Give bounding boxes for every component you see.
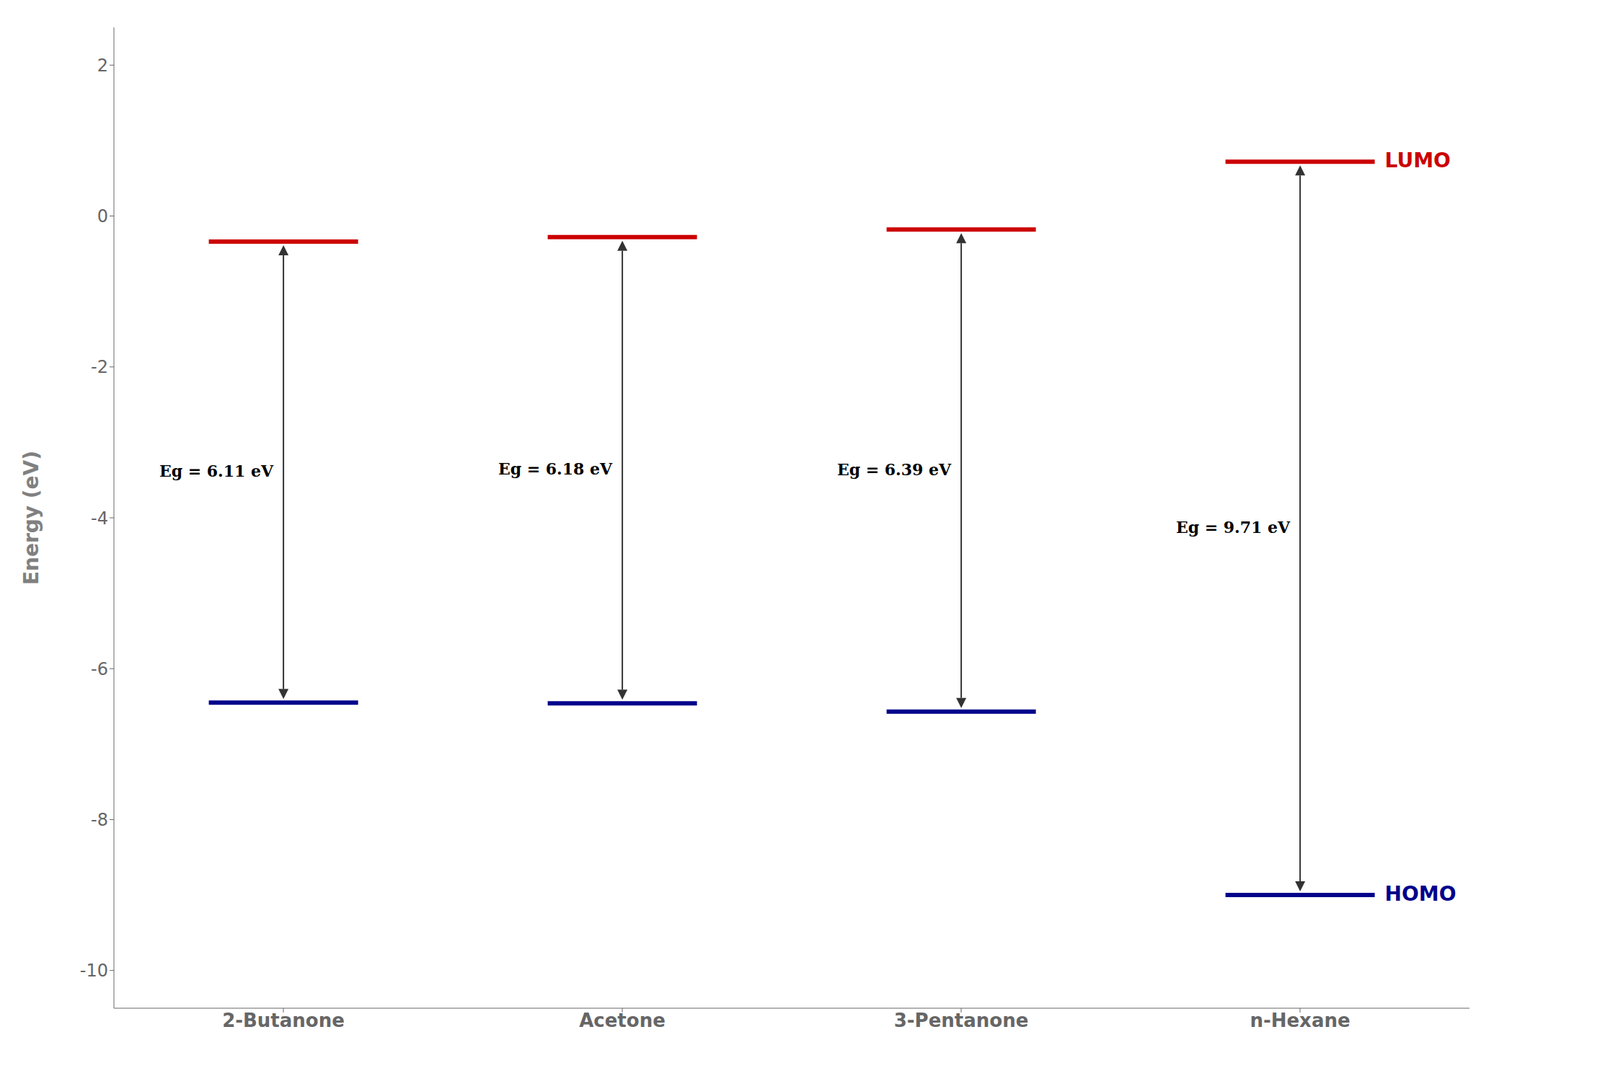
svg-text:3-Pentanone: 3-Pentanone (894, 1009, 1029, 1032)
svg-text:HOMO: HOMO (1385, 881, 1457, 906)
svg-text:0: 0 (97, 206, 109, 227)
svg-text:Eg = 9.71 eV: Eg = 9.71 eV (1176, 517, 1291, 537)
svg-text:Acetone: Acetone (578, 1009, 666, 1032)
svg-text:n-Hexane: n-Hexane (1249, 1009, 1350, 1032)
svg-text:Eg = 6.11 eV: Eg = 6.11 eV (159, 461, 274, 481)
svg-text:-8: -8 (90, 809, 109, 830)
svg-text:Eg = 6.39 eV: Eg = 6.39 eV (837, 460, 952, 479)
svg-text:-6: -6 (90, 659, 109, 680)
svg-text:2-Butanone: 2-Butanone (222, 1009, 345, 1032)
svg-text:2: 2 (97, 55, 109, 76)
svg-text:-10: -10 (80, 960, 109, 981)
svg-text:-2: -2 (90, 356, 109, 378)
svg-text:Energy (eV): Energy (eV) (19, 450, 44, 585)
svg-text:LUMO: LUMO (1385, 148, 1451, 173)
svg-text:Eg = 6.18 eV: Eg = 6.18 eV (498, 459, 613, 479)
svg-text:-4: -4 (90, 508, 109, 529)
